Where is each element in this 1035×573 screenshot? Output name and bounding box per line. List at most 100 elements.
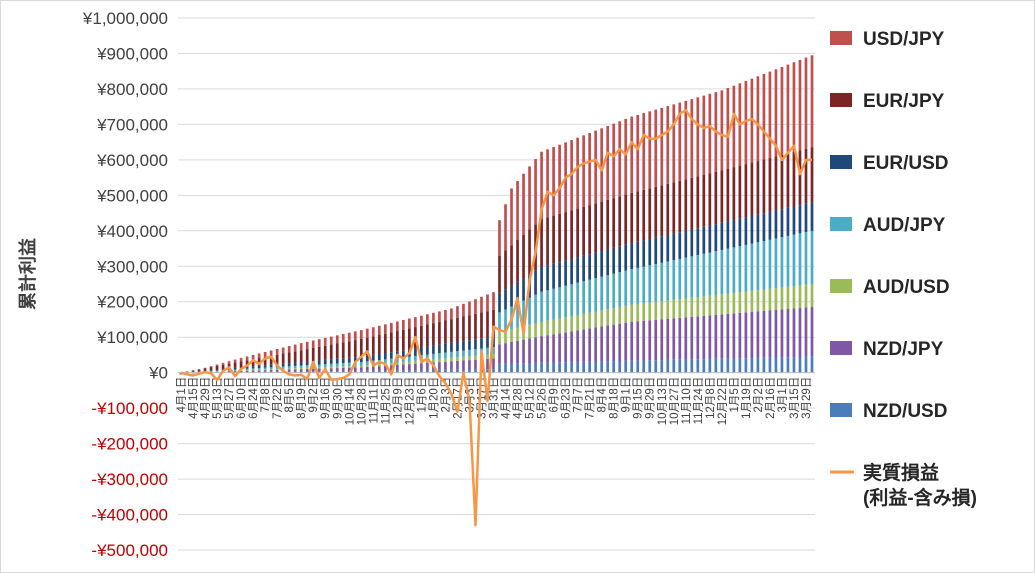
bar-eur-usd [600, 251, 604, 277]
bar-aud-jpy [594, 278, 598, 312]
bar-eur-jpy [720, 170, 724, 223]
bar-eur-usd [594, 252, 598, 279]
bar-usd-jpy [798, 59, 802, 151]
bar-nzd-jpy [516, 340, 519, 364]
bar-aud-usd [558, 318, 561, 334]
bar-nzd-usd [600, 361, 604, 373]
bar-nzd-usd [594, 361, 598, 373]
bar-nzd-jpy [414, 363, 417, 371]
bar-nzd-usd [293, 371, 297, 373]
bar-eur-jpy [768, 158, 772, 212]
bar-nzd-usd [786, 357, 790, 373]
bar-nzd-usd [462, 369, 465, 373]
bar-eur-jpy [624, 194, 628, 245]
bar-aud-jpy [209, 370, 213, 372]
legend-label: AUD/JPY [863, 215, 946, 236]
bar-aud-jpy [618, 272, 622, 307]
bar-eur-usd [552, 263, 555, 289]
bar-eur-jpy [299, 350, 303, 363]
bar-nzd-jpy [269, 370, 273, 372]
bar-eur-usd [624, 244, 628, 271]
bar-usd-jpy [540, 151, 543, 220]
bar-eur-jpy [780, 155, 784, 210]
bar-nzd-jpy [774, 309, 778, 358]
bar-usd-jpy [774, 69, 778, 157]
bar-eur-jpy [810, 147, 814, 203]
x-tick-label: 1月5日 [729, 377, 741, 413]
bar-usd-jpy [281, 347, 285, 354]
bar-nzd-usd [432, 369, 435, 373]
bar-eur-usd [606, 249, 610, 276]
bar-aud-usd [564, 317, 567, 333]
bar-eur-usd [257, 365, 261, 369]
bar-aud-jpy [317, 364, 321, 368]
bar-aud-jpy [227, 369, 231, 371]
bar-usd-jpy [678, 102, 682, 181]
bar-aud-usd [293, 368, 297, 370]
x-tick-label: 4月29日 [200, 377, 212, 419]
bar-nzd-jpy [714, 314, 718, 359]
bar-eur-jpy [672, 182, 676, 234]
bar-eur-usd [516, 281, 519, 304]
bar-aud-usd [389, 362, 393, 366]
bar-usd-jpy [389, 322, 393, 333]
legend-swatch [830, 341, 852, 355]
bar-usd-jpy [444, 309, 447, 321]
bar-eur-jpy [474, 313, 477, 340]
bar-nzd-usd [287, 371, 291, 373]
bar-aud-jpy [456, 351, 459, 358]
bar-nzd-jpy [564, 332, 567, 363]
bar-aud-jpy [648, 265, 652, 303]
bar-aud-jpy [768, 239, 772, 289]
bar-nzd-jpy [690, 316, 694, 360]
y-axis-label: 累計利益 [17, 238, 38, 310]
y-tick-label: ¥500,000 [96, 186, 168, 205]
bar-usd-jpy [426, 314, 429, 325]
bar-nzd-jpy [642, 320, 646, 361]
y-tick-label: ¥1,000,000 [82, 9, 168, 28]
bar-aud-usd [582, 313, 585, 330]
bar-eur-jpy [287, 352, 291, 364]
y-tick-label: -¥400,000 [91, 506, 168, 525]
bar-aud-jpy [798, 233, 802, 286]
bar-aud-usd [528, 324, 531, 339]
legend-swatch [830, 155, 852, 169]
bar-aud-usd [636, 303, 640, 322]
bar-nzd-jpy [233, 371, 237, 373]
bar-nzd-usd [774, 357, 778, 373]
bar-usd-jpy [395, 321, 399, 332]
bar-nzd-usd [582, 361, 585, 373]
bar-aud-jpy [534, 294, 537, 324]
bar-nzd-jpy [215, 371, 219, 373]
bar-nzd-usd [684, 359, 688, 373]
bar-aud-jpy [552, 288, 555, 320]
bar-eur-usd [714, 224, 718, 252]
bar-usd-jpy [702, 95, 706, 175]
bar-eur-usd [371, 354, 375, 361]
bar-eur-jpy [257, 358, 261, 366]
bar-usd-jpy [233, 359, 237, 363]
bar-aud-usd [714, 294, 718, 315]
x-tick-label: 5月13日 [212, 377, 224, 419]
x-tick-label: 12月8日 [705, 377, 717, 419]
bar-nzd-usd [402, 370, 405, 373]
bar-eur-jpy [516, 239, 519, 282]
bar-eur-jpy [558, 213, 561, 263]
bar-usd-jpy [432, 312, 435, 324]
bar-aud-jpy [684, 257, 688, 299]
x-tick-label: 11月10日 [681, 377, 693, 425]
bar-nzd-usd [323, 371, 327, 373]
bar-aud-usd [756, 290, 760, 312]
bar-nzd-jpy [588, 328, 591, 362]
bar-usd-jpy [510, 188, 513, 246]
bar-eur-usd [810, 202, 814, 231]
bar-nzd-usd [335, 371, 339, 373]
bar-nzd-jpy [702, 315, 706, 360]
bar-aud-jpy [732, 247, 736, 293]
bar-aud-jpy [630, 269, 634, 305]
bar-nzd-jpy [522, 339, 525, 364]
bar-aud-usd [780, 287, 784, 310]
legend-label: USD/JPY [863, 29, 945, 50]
bar-nzd-jpy [402, 364, 405, 371]
bar-usd-jpy [576, 137, 579, 209]
